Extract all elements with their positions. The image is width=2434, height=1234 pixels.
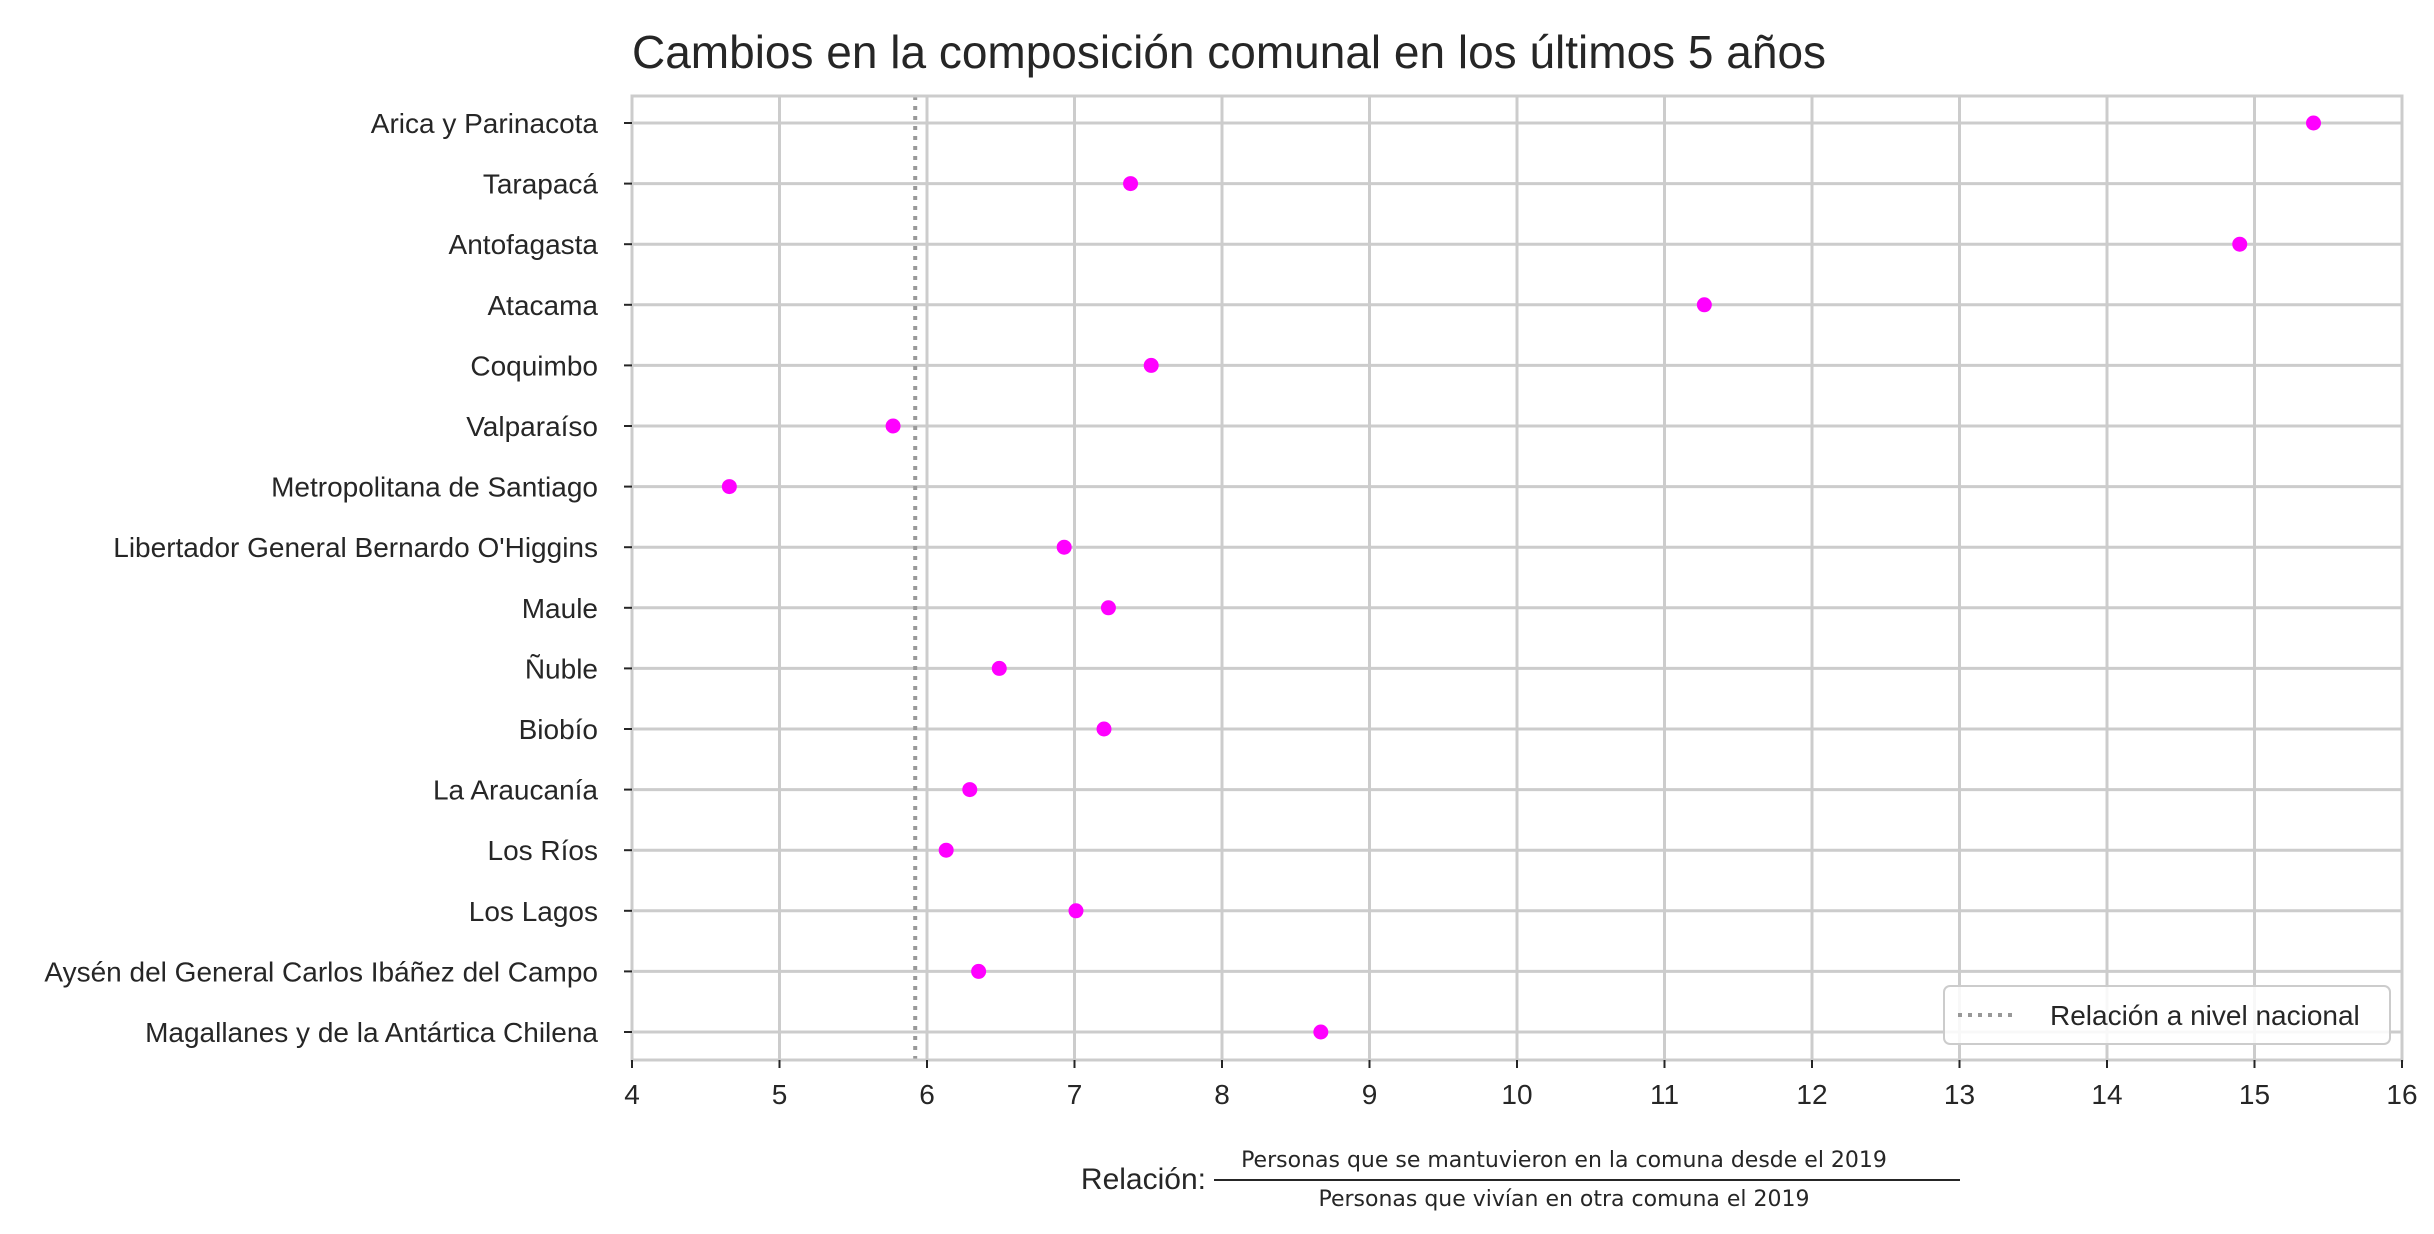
x-tick-labels: 4 5 6 7 8 9 10 11 12 13 14 15 16 (624, 1060, 2418, 1110)
category-labels: Arica y Parinacota Tarapacá Antofagasta Ata… (44, 108, 632, 1048)
x-axis-label-prefix: Relación: (1081, 1163, 1206, 1196)
x-tick-label: 13 (1944, 1079, 1975, 1110)
data-point (885, 418, 901, 434)
category-label: Atacama (488, 290, 599, 321)
legend: Relación a nivel nacional (1943, 985, 2391, 1045)
x-tick-label: 15 (2239, 1079, 2270, 1110)
grid (630, 96, 2404, 1060)
data-point (1313, 1024, 1329, 1040)
category-label: Libertador General Bernardo O'Higgins (113, 532, 598, 563)
data-point (1056, 539, 1072, 555)
category-label: Ñuble (525, 653, 598, 684)
data-point (721, 479, 737, 495)
legend-entry-label: Relación a nivel nacional (2050, 1000, 2360, 1031)
category-label: La Araucanía (433, 775, 598, 806)
data-point (1143, 357, 1159, 373)
x-tick-label: 11 (1650, 1079, 1679, 1110)
x-axis-label-denominator: Personas que vivían en otra comuna el 20… (1318, 1187, 1809, 1212)
category-label: Biobío (519, 714, 598, 745)
data-point (2232, 236, 2248, 252)
x-tick-label: 5 (772, 1079, 788, 1110)
x-tick-label: 10 (1501, 1079, 1532, 1110)
data-point (971, 963, 987, 979)
x-tick-label: 14 (2091, 1079, 2122, 1110)
category-label: Los Ríos (488, 835, 599, 866)
category-label: Los Lagos (469, 896, 598, 927)
category-label: Tarapacá (483, 169, 599, 200)
x-tick-label: 16 (2386, 1079, 2417, 1110)
category-label: Magallanes y de la Antártica Chilena (145, 1017, 598, 1048)
legend-box (1943, 985, 2391, 1045)
x-tick-label: 6 (919, 1079, 935, 1110)
category-label: Coquimbo (470, 350, 598, 381)
data-point (1696, 297, 1712, 313)
data-point (991, 660, 1007, 676)
data-points (721, 115, 2321, 1040)
category-label: Aysén del General Carlos Ibáñez del Camp… (44, 956, 598, 987)
x-tick-label: 4 (624, 1079, 640, 1110)
data-point (1123, 176, 1139, 192)
data-point (1100, 600, 1116, 616)
category-label: Valparaíso (466, 411, 598, 442)
chart-title: Cambios en la composición comunal en los… (632, 26, 1826, 78)
data-point (1068, 903, 1084, 919)
x-tick-label: 8 (1214, 1079, 1230, 1110)
x-tick-label: 7 (1067, 1079, 1083, 1110)
data-point (1096, 721, 1112, 737)
category-label: Antofagasta (449, 229, 599, 260)
x-tick-label: 12 (1796, 1079, 1827, 1110)
x-tick-label: 9 (1362, 1079, 1378, 1110)
category-label: Arica y Parinacota (371, 108, 599, 139)
data-point (938, 842, 954, 858)
category-label: Maule (522, 593, 598, 624)
data-point (2306, 115, 2321, 131)
category-label: Metropolitana de Santiago (271, 472, 598, 503)
x-axis-label: Relación: Personas que se mantuvieron en… (1081, 1148, 1960, 1212)
data-point (962, 782, 978, 798)
x-axis-label-numerator: Personas que se mantuvieron en la comuna… (1241, 1148, 1887, 1173)
